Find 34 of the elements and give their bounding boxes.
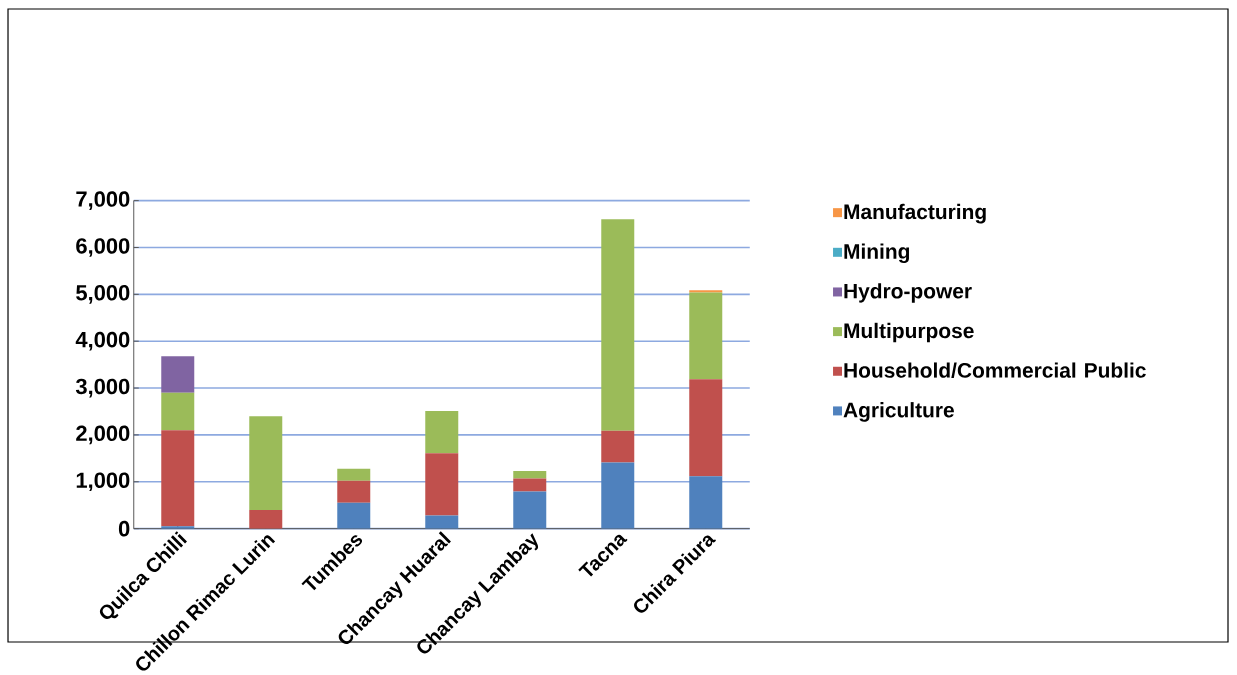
bar <box>249 416 283 510</box>
bar <box>601 219 635 431</box>
bar <box>689 476 723 529</box>
legend-label: Manufacturing <box>844 203 986 224</box>
bar <box>601 462 635 529</box>
y-tick-label: 5,000 <box>76 284 130 304</box>
y-tick-label: 1,000 <box>76 472 130 492</box>
legend-label: Agriculture <box>843 402 954 422</box>
legend-label: Multipurpose <box>844 322 974 343</box>
bar <box>425 453 459 516</box>
bar <box>425 410 459 454</box>
bar <box>337 502 371 529</box>
y-tick-label: 4,000 <box>75 331 130 351</box>
bar <box>425 515 459 529</box>
bar <box>249 509 283 529</box>
y-tick-label: 3,000 <box>75 378 130 398</box>
bar <box>161 356 195 393</box>
y-tick-label: 6,000 <box>76 238 130 257</box>
legend-label: Mining <box>844 243 910 263</box>
bar <box>689 292 723 380</box>
y-tick-label: 2,000 <box>76 425 130 445</box>
bar <box>689 379 723 477</box>
bar <box>161 392 195 431</box>
bar <box>513 478 547 492</box>
bar <box>513 470 547 479</box>
legend-label: Household/Commercial Public <box>844 362 1146 378</box>
y-tick-label: 7,000 <box>76 191 130 210</box>
bar <box>601 430 635 463</box>
y-tick-label: 0 <box>118 520 130 537</box>
legend-label: Hydro-power <box>844 283 972 303</box>
bar <box>161 430 195 527</box>
bar <box>337 480 371 503</box>
bar <box>513 491 547 529</box>
bar <box>337 468 371 481</box>
